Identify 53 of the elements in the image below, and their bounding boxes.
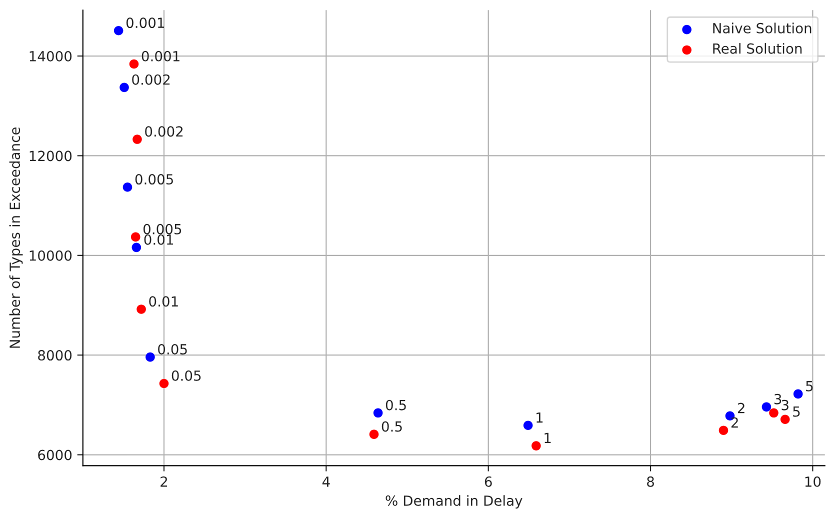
annotation: 3 (782, 400, 788, 410)
y-tick-label: 12000 (30, 150, 72, 162)
annotation: 0.002 (145, 126, 183, 137)
x-tick-label: 10 (805, 476, 821, 487)
point (718, 426, 728, 436)
point (132, 242, 142, 252)
point (769, 408, 778, 418)
annotation: 0.001 (126, 18, 164, 28)
x-tick-label: 4 (322, 476, 330, 487)
annotation: 0.5 (382, 421, 402, 432)
point (136, 304, 146, 314)
annotation: 5 (793, 406, 800, 417)
point (532, 441, 541, 450)
point (762, 402, 772, 412)
point (780, 414, 790, 424)
legend-label: Naive Solution (713, 22, 812, 34)
point (373, 408, 383, 418)
annotation: 0.5 (386, 400, 406, 410)
annotation: 0.005 (143, 224, 182, 234)
annotation: 0.01 (149, 296, 178, 307)
annotation: 0.01 (144, 234, 174, 245)
annotation: 3 (774, 394, 782, 404)
annotation: 2 (731, 417, 738, 428)
y-tick-label: 8000 (38, 350, 72, 361)
y-tick-label: 6000 (38, 450, 72, 460)
y-tick-label: 14000 (30, 51, 72, 62)
x-tick-label: 8 (647, 476, 654, 487)
y-axis-title: Number of Types in Exceedance (9, 127, 23, 348)
point (159, 378, 169, 388)
y-tick-label: 10000 (30, 250, 72, 261)
point (130, 232, 140, 242)
x-axis-title: % Demand in Delay (386, 495, 522, 509)
point (146, 352, 155, 362)
x-tick-label: 6 (484, 476, 492, 487)
point (129, 59, 139, 69)
point (120, 82, 129, 92)
annotation: 1 (536, 412, 543, 423)
point (793, 389, 803, 399)
point (122, 182, 132, 192)
annotation: 0.005 (135, 174, 173, 185)
legend-label: Real Solution (713, 43, 802, 54)
point (132, 134, 142, 144)
point (114, 26, 124, 36)
annotation: 0.002 (132, 74, 170, 85)
annotation: 2 (738, 402, 744, 414)
annotation: 5 (806, 381, 813, 392)
annotation: 0.001 (142, 50, 180, 62)
x-tick-label: 2 (160, 476, 168, 487)
point (523, 420, 533, 430)
annotation: 0.05 (172, 370, 201, 381)
point (369, 430, 379, 439)
annotation: 1 (544, 432, 551, 444)
annotation: 0.05 (158, 344, 187, 354)
